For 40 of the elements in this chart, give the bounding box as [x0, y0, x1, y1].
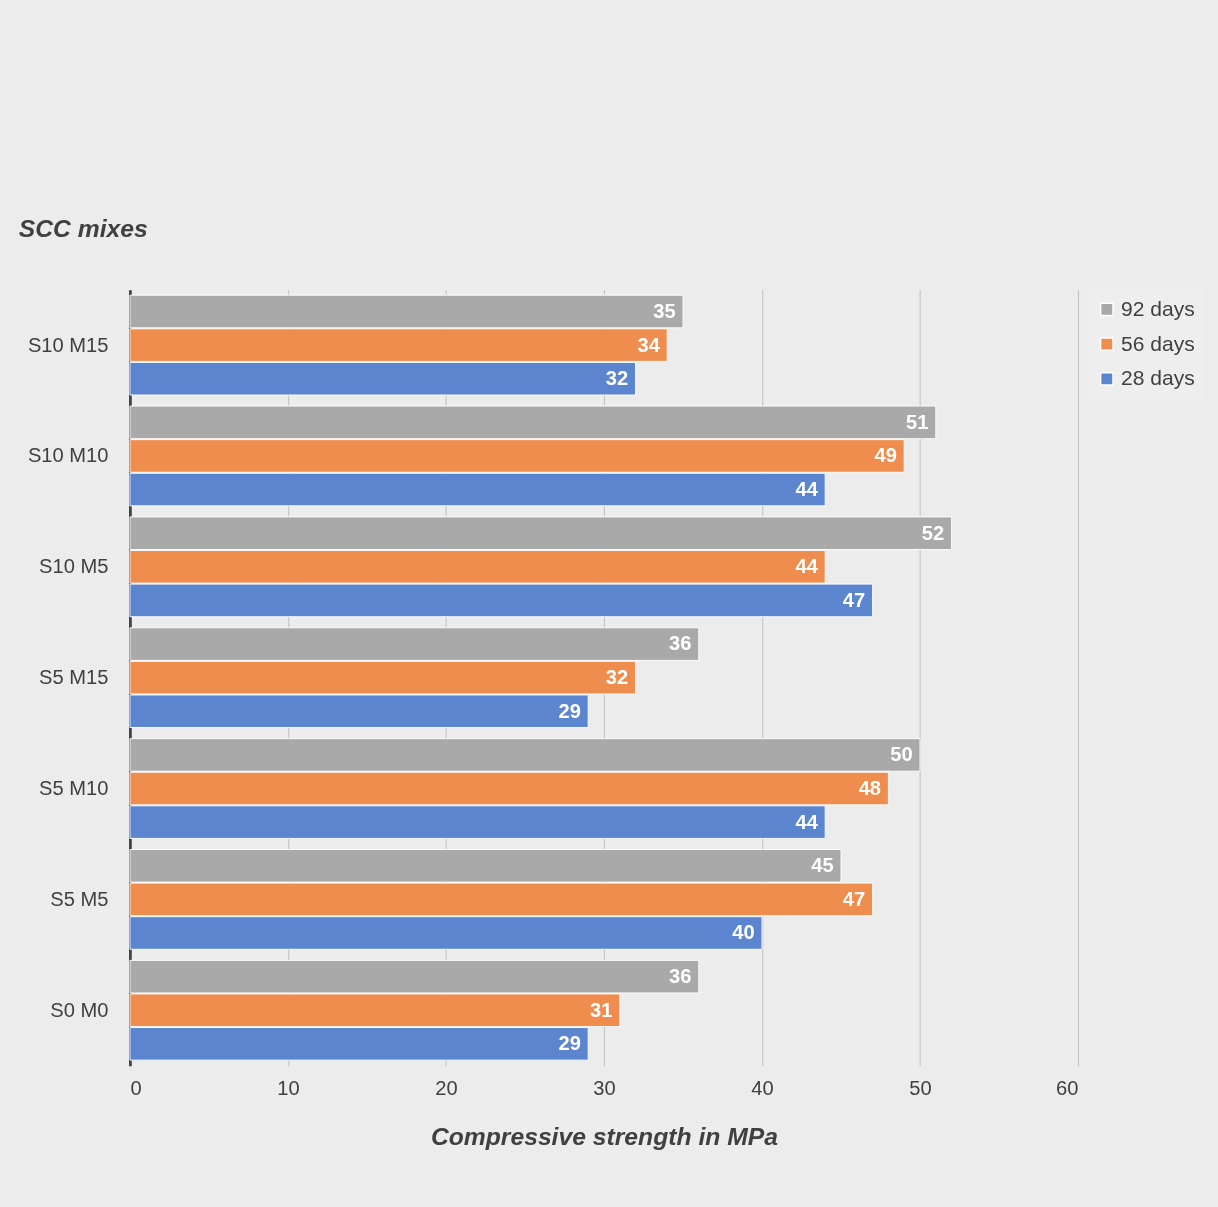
- data-label: 44: [795, 555, 819, 578]
- x-tick-label: 20: [435, 1076, 458, 1099]
- x-tick-label: 10: [277, 1076, 300, 1099]
- data-label: 49: [874, 444, 897, 467]
- data-label: 52: [921, 521, 945, 544]
- data-label: 31: [590, 998, 613, 1021]
- data-label: 50: [890, 743, 913, 766]
- y-tick-label: S5 M15: [39, 666, 109, 689]
- data-label: 51: [906, 410, 929, 433]
- x-tick-label: 50: [909, 1076, 932, 1099]
- data-label: 47: [842, 588, 866, 611]
- data-label: 40: [732, 921, 755, 944]
- y-axis-title: SCC mixes: [18, 215, 148, 243]
- legend-label: 28 days: [1121, 366, 1195, 390]
- data-label: 35: [653, 299, 676, 322]
- data-label: 44: [795, 810, 819, 833]
- x-axis-title: Compressive strength in MPa: [430, 1122, 778, 1150]
- data-label: 32: [605, 367, 629, 390]
- data-label: 48: [858, 776, 882, 799]
- y-tick-label: S10 M15: [27, 333, 109, 356]
- y-tick-label: S5 M5: [50, 887, 109, 910]
- x-tick-label: 30: [593, 1076, 616, 1099]
- data-label: 47: [842, 887, 866, 910]
- data-label: 32: [605, 666, 629, 689]
- data-label: 34: [637, 333, 661, 356]
- y-tick-label: S0 M0: [50, 998, 109, 1021]
- data-label: 29: [558, 699, 581, 722]
- data-label: 45: [811, 854, 834, 877]
- data-label: 44: [795, 477, 819, 500]
- data-label: 36: [669, 965, 692, 988]
- legend-label: 92 days: [1121, 296, 1195, 320]
- x-tick-label: 60: [1056, 1076, 1079, 1099]
- x-tick-label: 0: [130, 1076, 142, 1099]
- legend-label: 56 days: [1121, 331, 1195, 355]
- y-tick-label: S10 M10: [27, 444, 109, 467]
- x-tick-label: 40: [751, 1076, 774, 1099]
- y-tick-label: S5 M10: [39, 776, 109, 799]
- data-label: 36: [669, 632, 692, 655]
- data-label: 29: [558, 1032, 581, 1055]
- y-tick-label: S10 M5: [39, 555, 109, 578]
